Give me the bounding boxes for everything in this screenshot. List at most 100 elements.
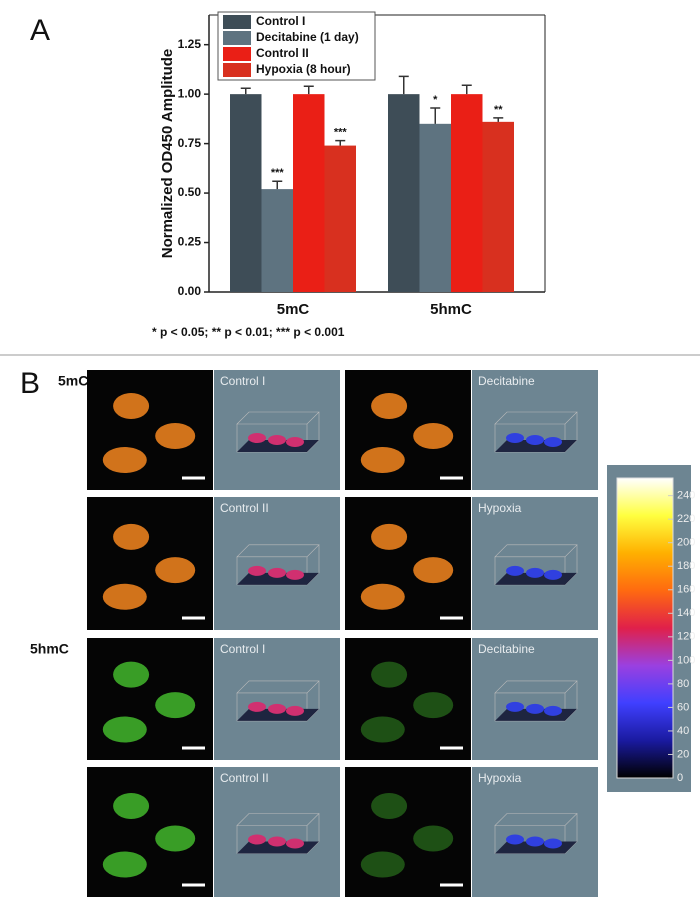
- colorbar-tick-label: 200: [677, 537, 695, 549]
- panel-title: Control I: [220, 374, 265, 388]
- surface-peak: [248, 834, 266, 845]
- micrograph: [345, 497, 471, 630]
- micrograph: [87, 370, 213, 490]
- legend-label: Hypoxia (8 hour): [256, 62, 351, 76]
- surface-peak: [544, 838, 562, 849]
- micrograph: [345, 370, 471, 490]
- colorbar-tick-label: 140: [677, 607, 695, 619]
- panel-title: Hypoxia: [478, 501, 522, 515]
- colorbar-tick-label: 100: [677, 654, 695, 666]
- error-bar: [335, 139, 346, 146]
- surface-peak: [526, 703, 544, 714]
- nucleus: [155, 557, 196, 584]
- surface-peak: [248, 565, 266, 576]
- surface-peak: [286, 838, 304, 849]
- surface-plot: [214, 638, 340, 760]
- nucleus: [113, 393, 150, 419]
- nucleus: [155, 692, 196, 719]
- nucleus: [371, 523, 408, 550]
- bar: [324, 145, 356, 292]
- bar: [388, 94, 420, 293]
- micrograph: [345, 767, 471, 897]
- y-tick-label: 0.25: [178, 235, 202, 249]
- colorbar-tick-label: 120: [677, 631, 695, 643]
- legend-swatch: [223, 47, 251, 61]
- surface-peak: [506, 834, 524, 845]
- y-tick-label: 1.00: [178, 86, 202, 100]
- x-tick-label: 5hmC: [430, 301, 472, 318]
- colorbar-tick-label: 240: [677, 490, 695, 502]
- bar: [482, 121, 514, 292]
- y-tick-label: 0.50: [178, 185, 202, 199]
- colorbar-tick-label: 40: [677, 725, 689, 737]
- nucleus: [371, 793, 408, 819]
- surface-plot: [472, 767, 598, 897]
- surface-peak: [526, 567, 544, 578]
- nucleus: [360, 583, 405, 610]
- surface-plot: [214, 497, 340, 630]
- nucleus: [155, 825, 196, 852]
- bar: [261, 189, 293, 292]
- micrograph: [87, 767, 213, 897]
- y-tick-label: 0.00: [178, 284, 202, 298]
- legend-swatch: [223, 15, 251, 29]
- surface-peak: [526, 435, 544, 445]
- surface-peak: [268, 567, 286, 578]
- panel-title: Control II: [220, 771, 269, 785]
- nucleus: [102, 447, 147, 473]
- colorbar-tick-label: 180: [677, 560, 695, 572]
- colorbar-tick-label: 60: [677, 701, 689, 713]
- legend-label: Decitabine (1 day): [256, 30, 359, 44]
- error-bar: [240, 87, 251, 95]
- micrograph: [87, 638, 213, 760]
- nucleus: [360, 716, 405, 743]
- error-bar: [461, 84, 472, 95]
- y-tick-label: 0.75: [178, 136, 202, 150]
- panel-title: Decitabine: [478, 374, 535, 388]
- nucleus: [371, 661, 408, 688]
- colorbar-tick-label: 160: [677, 584, 695, 596]
- panel-title: Decitabine: [478, 642, 535, 656]
- surface-peak: [544, 705, 562, 716]
- legend-label: Control I: [256, 14, 305, 28]
- x-tick-label: 5mC: [277, 301, 310, 318]
- panel-title: Hypoxia: [478, 771, 522, 785]
- bar: [451, 94, 483, 293]
- nucleus: [102, 583, 147, 610]
- nucleus: [113, 793, 150, 819]
- legend-swatch: [223, 63, 251, 77]
- colorbar: [616, 477, 674, 779]
- surface-peak: [268, 435, 286, 445]
- significance: ***: [271, 167, 285, 179]
- nucleus: [360, 447, 405, 473]
- surface-plot: [214, 767, 340, 897]
- colorbar-tick-label: 80: [677, 678, 689, 690]
- significance: **: [494, 104, 503, 116]
- bar: [419, 123, 451, 292]
- nucleus: [413, 825, 454, 852]
- error-bar: [272, 180, 283, 190]
- row-label: 5hmC: [30, 641, 69, 657]
- nucleus: [113, 523, 150, 550]
- row-label: 5mC: [58, 373, 88, 389]
- y-tick-label: 1.25: [178, 37, 202, 51]
- significance: ***: [334, 127, 348, 139]
- legend-swatch: [223, 31, 251, 45]
- surface-peak: [248, 433, 266, 443]
- surface-peak: [544, 569, 562, 580]
- surface-peak: [248, 701, 266, 712]
- bar: [293, 94, 325, 293]
- nucleus: [113, 661, 150, 688]
- significance: *: [433, 94, 438, 106]
- colorbar-tick-label: 20: [677, 748, 689, 760]
- nucleus: [413, 423, 454, 449]
- error-bar: [303, 85, 314, 95]
- y-axis-label: Normalized OD450 Amplitude: [159, 49, 176, 259]
- panel-title: Control II: [220, 501, 269, 515]
- surface-peak: [286, 569, 304, 580]
- surface-peak: [268, 703, 286, 714]
- surface-peak: [526, 836, 544, 847]
- nucleus: [413, 692, 454, 719]
- micrograph: [87, 497, 213, 630]
